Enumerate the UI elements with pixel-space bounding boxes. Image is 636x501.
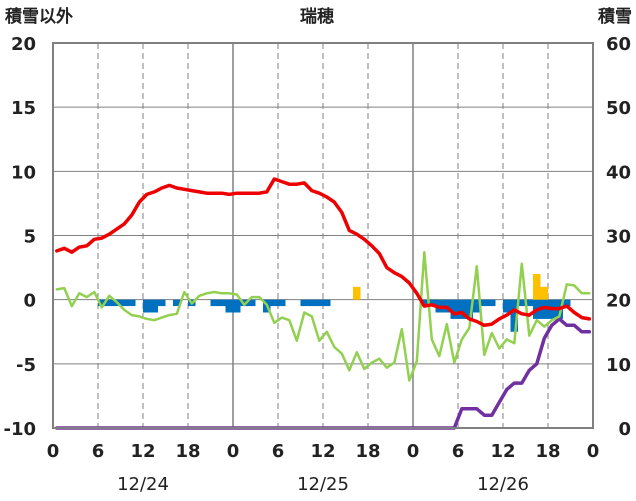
right-y-tick: 40 <box>606 162 631 183</box>
blue-bar <box>450 299 458 319</box>
blue-bar <box>98 299 106 307</box>
x-tick: 18 <box>535 441 560 462</box>
blue-bar <box>458 299 466 319</box>
left-y-tick: 5 <box>23 227 36 248</box>
date-label: 12/25 <box>297 474 349 495</box>
right-y-tick: 30 <box>606 227 631 248</box>
blue-bar <box>480 299 488 307</box>
x-tick: 0 <box>47 441 60 462</box>
blue-bar <box>473 299 481 313</box>
blue-bar <box>128 299 136 307</box>
x-tick: 18 <box>175 441 200 462</box>
blue-bar <box>563 299 571 307</box>
x-tick: 0 <box>407 441 420 462</box>
blue-bar <box>158 299 166 307</box>
date-label: 12/24 <box>117 474 169 495</box>
right-y-tick: 10 <box>606 355 631 376</box>
blue-bar <box>518 299 526 307</box>
x-tick: 6 <box>452 441 465 462</box>
right-y-tick: 60 <box>606 34 631 55</box>
x-tick: 12 <box>310 441 335 462</box>
right-axis-title: 積雪 <box>598 6 632 27</box>
right-y-tick-labels: 60 50 40 30 20 10 0 <box>606 34 631 440</box>
x-tick: 6 <box>272 441 285 462</box>
blue-bar <box>278 299 286 307</box>
blue-bar <box>150 299 158 313</box>
left-y-tick: -5 <box>16 355 36 376</box>
blue-bar <box>105 299 113 307</box>
blue-bar <box>143 299 151 313</box>
red-line <box>55 177 592 328</box>
plot-frame <box>52 42 594 429</box>
orange-bar <box>353 286 361 300</box>
right-y-tick: 20 <box>606 291 631 312</box>
blue-bar <box>233 299 241 313</box>
green-line <box>55 250 591 382</box>
date-labels: 12/24 12/25 12/26 <box>117 474 529 495</box>
blue-bar <box>120 299 128 307</box>
left-y-tick: -10 <box>3 419 36 440</box>
left-axis-title: 積雪以外 <box>5 6 73 27</box>
x-tick-labels: 0 6 12 18 0 6 12 18 0 6 12 18 0 <box>47 441 600 462</box>
blue-bar <box>300 299 308 307</box>
blue-bar <box>248 299 256 307</box>
right-y-tick: 0 <box>618 419 631 440</box>
x-tick: 12 <box>490 441 515 462</box>
chart-title: 瑞穂 <box>300 6 334 27</box>
blue-bar <box>428 299 436 307</box>
left-y-tick-labels: 20 15 10 5 0 -5 -10 <box>3 34 36 440</box>
blue-bar <box>210 299 218 307</box>
x-tick: 12 <box>130 441 155 462</box>
left-y-tick: 0 <box>23 291 36 312</box>
x-tick: 0 <box>587 441 600 462</box>
blue-bar <box>225 299 233 313</box>
date-label: 12/26 <box>477 474 529 495</box>
x-tick: 6 <box>92 441 105 462</box>
blue-bar <box>540 299 548 319</box>
blue-bar <box>323 299 331 307</box>
orange-bar <box>533 274 541 300</box>
blue-bar <box>525 299 533 307</box>
blue-bar <box>270 299 278 307</box>
blue-bar <box>503 299 511 313</box>
blue-bar <box>315 299 323 307</box>
left-y-tick: 15 <box>11 98 36 119</box>
blue-bar <box>218 299 226 307</box>
x-tick: 18 <box>355 441 380 462</box>
bar-series <box>98 274 571 332</box>
grid-lines <box>53 42 593 429</box>
blue-bar <box>510 299 518 332</box>
right-y-tick: 50 <box>606 98 631 119</box>
blue-bar <box>465 299 473 319</box>
blue-bar <box>488 299 496 307</box>
blue-bar <box>308 299 316 307</box>
x-tick: 0 <box>227 441 240 462</box>
left-y-tick: 10 <box>11 162 36 183</box>
orange-bar <box>540 286 548 300</box>
blue-bar <box>173 299 181 307</box>
left-y-tick: 20 <box>11 34 36 55</box>
